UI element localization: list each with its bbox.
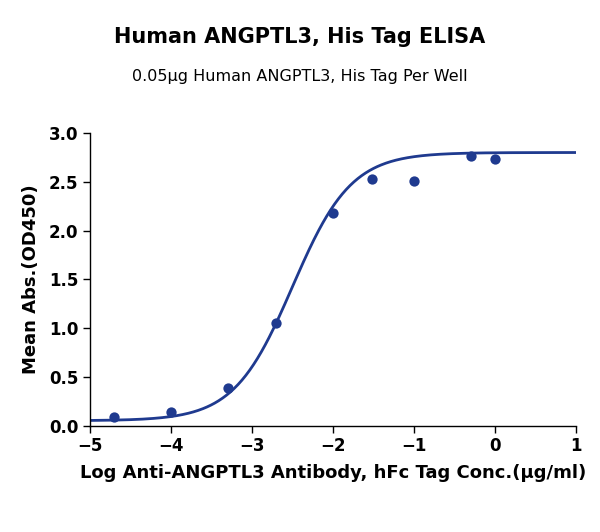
X-axis label: Log Anti-ANGPTL3 Antibody, hFc Tag Conc.(μg/ml): Log Anti-ANGPTL3 Antibody, hFc Tag Conc.… [80,464,586,482]
Point [110,413,119,421]
Point [490,155,500,164]
Text: 0.05μg Human ANGPTL3, His Tag Per Well: 0.05μg Human ANGPTL3, His Tag Per Well [132,69,468,84]
Text: Human ANGPTL3, His Tag ELISA: Human ANGPTL3, His Tag ELISA [115,27,485,47]
Point [409,177,419,185]
Point [367,174,377,183]
Point [166,408,176,416]
Y-axis label: Mean Abs.(OD450): Mean Abs.(OD450) [22,185,40,374]
Point [466,152,475,161]
Point [223,383,232,392]
Point [272,319,281,328]
Point [328,209,338,217]
